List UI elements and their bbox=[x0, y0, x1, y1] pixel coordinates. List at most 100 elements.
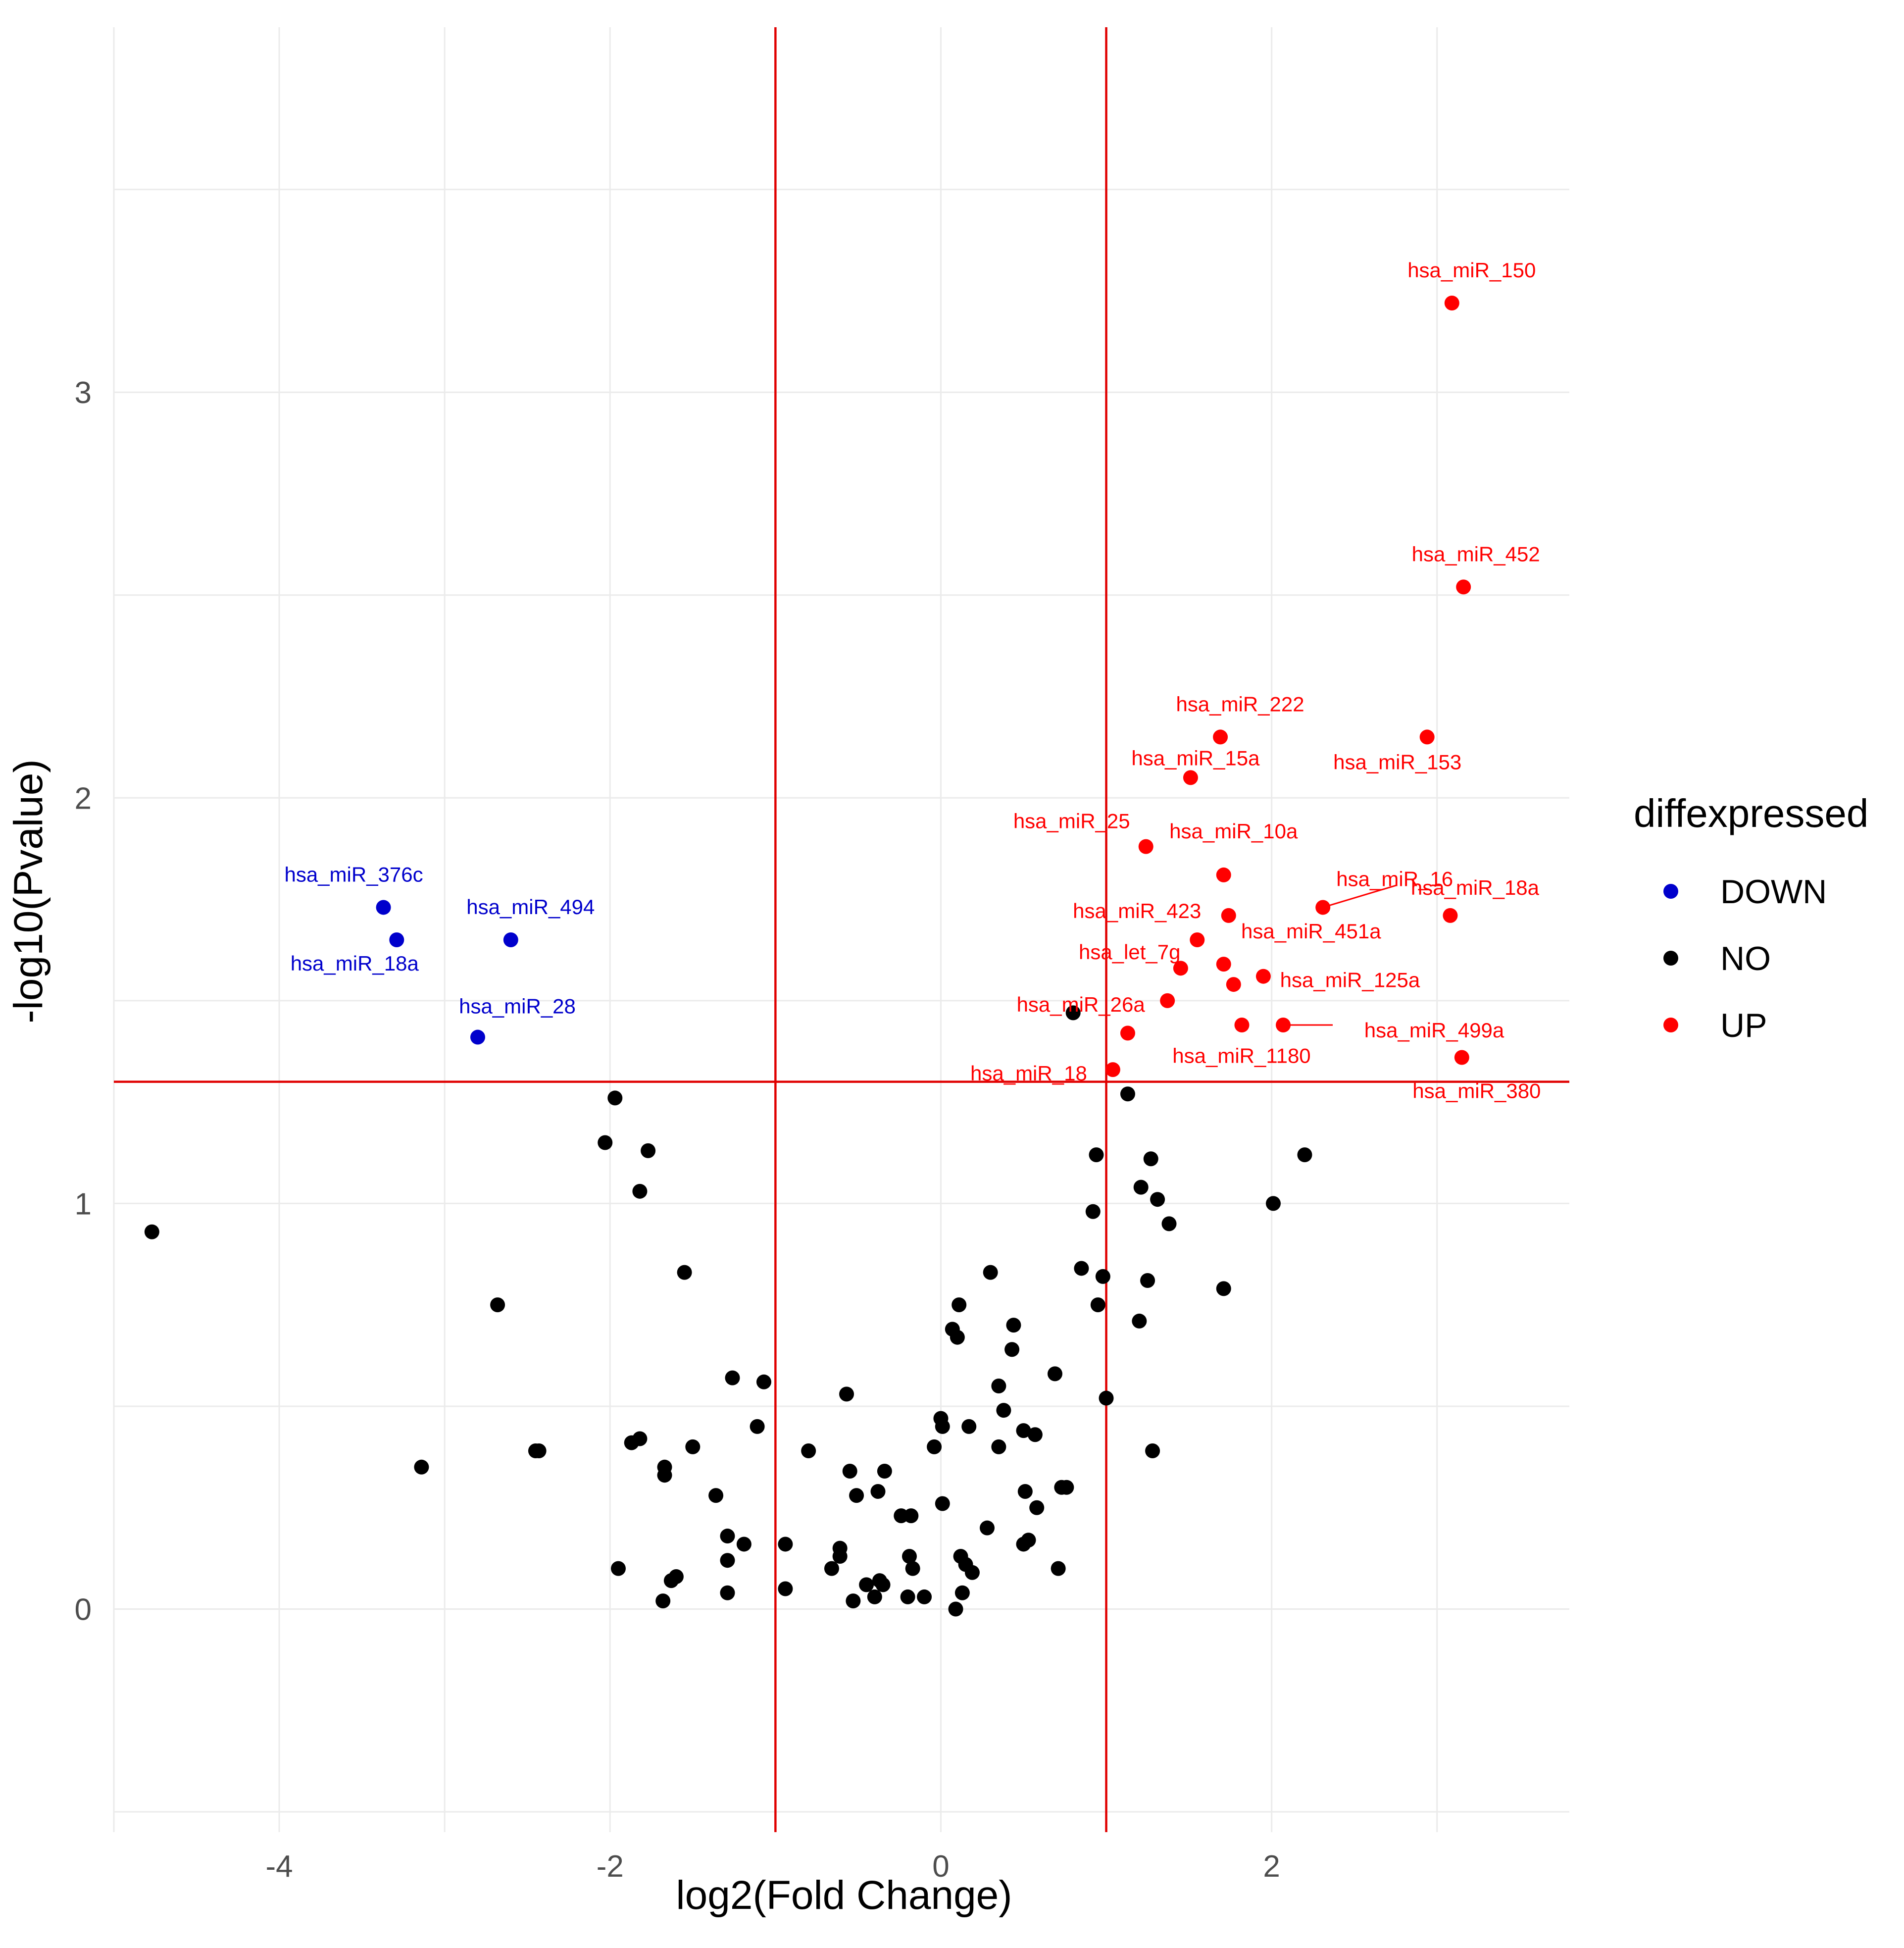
point-label-hsa-mir-222: hsa_miR_222 bbox=[1176, 692, 1304, 716]
data-points bbox=[144, 295, 1471, 1617]
point-no bbox=[900, 1589, 915, 1604]
point-no bbox=[528, 1443, 543, 1459]
y-tick-label: 2 bbox=[75, 781, 92, 816]
y-tick-label: 3 bbox=[75, 376, 92, 410]
point-up bbox=[1160, 993, 1175, 1008]
point-no bbox=[1004, 1342, 1020, 1357]
point-no bbox=[842, 1464, 857, 1479]
point-no bbox=[632, 1431, 648, 1446]
point-no bbox=[1095, 1269, 1110, 1284]
point-no bbox=[801, 1443, 816, 1459]
point-no bbox=[991, 1439, 1006, 1454]
point-up bbox=[1213, 729, 1228, 745]
x-tick-label: -4 bbox=[266, 1849, 293, 1884]
point-up bbox=[1444, 295, 1459, 310]
x-tick-label: -2 bbox=[597, 1849, 624, 1884]
y-axis-title: -log10(Pvalue) bbox=[6, 759, 51, 1023]
point-up bbox=[1216, 957, 1231, 972]
point-label-hsa-mir-376c: hsa_miR_376c bbox=[284, 863, 423, 886]
point-no bbox=[935, 1496, 950, 1511]
point-no bbox=[756, 1374, 771, 1389]
legend-label-no: NO bbox=[1720, 940, 1771, 977]
point-no bbox=[961, 1419, 977, 1434]
point-no bbox=[903, 1508, 919, 1524]
y-tick-label: 0 bbox=[75, 1592, 92, 1627]
point-no bbox=[927, 1439, 942, 1454]
legend-label-down: DOWN bbox=[1720, 873, 1827, 911]
point-no bbox=[1161, 1216, 1177, 1231]
point-no bbox=[1051, 1561, 1066, 1576]
y-tick-label: 1 bbox=[75, 1187, 92, 1221]
point-no bbox=[610, 1561, 626, 1576]
point-no bbox=[144, 1224, 159, 1239]
point-no bbox=[632, 1183, 648, 1199]
point-no bbox=[952, 1297, 967, 1313]
point-label-hsa-mir-125a: hsa_miR_125a bbox=[1280, 969, 1420, 992]
point-no bbox=[1120, 1086, 1135, 1102]
point-no bbox=[1099, 1390, 1114, 1406]
x-tick-label: 0 bbox=[932, 1849, 949, 1884]
point-up bbox=[1221, 908, 1236, 923]
point-no bbox=[1027, 1427, 1043, 1442]
point-no bbox=[1265, 1196, 1281, 1211]
x-tick-label: 2 bbox=[1263, 1849, 1280, 1884]
point-no bbox=[902, 1549, 917, 1564]
point-label-hsa-mir-499a: hsa_miR_499a bbox=[1364, 1019, 1504, 1042]
point-up bbox=[1105, 1062, 1120, 1077]
point-no bbox=[1297, 1147, 1312, 1163]
point-label-hsa-mir-494: hsa_miR_494 bbox=[466, 895, 595, 919]
point-labels: hsa_miR_376c hsa_miR_18a hsa_miR_494 hsa_mi… bbox=[284, 258, 1541, 1103]
point-no bbox=[655, 1593, 671, 1609]
point-label-hsa-mir-380: hsa_miR_380 bbox=[1412, 1079, 1541, 1103]
point-no bbox=[1090, 1297, 1105, 1313]
point-no bbox=[1085, 1204, 1101, 1219]
point-no bbox=[490, 1297, 505, 1313]
point-down bbox=[376, 900, 391, 915]
point-down bbox=[503, 932, 518, 947]
point-no bbox=[1074, 1261, 1089, 1276]
point-label-hsa-mir-18a: hsa_miR_18a bbox=[1411, 876, 1540, 899]
point-up bbox=[1226, 977, 1241, 992]
point-no bbox=[964, 1565, 980, 1580]
point-no bbox=[1059, 1480, 1074, 1495]
point-no bbox=[1021, 1533, 1036, 1548]
point-no bbox=[867, 1589, 882, 1604]
point-no bbox=[954, 1585, 970, 1600]
point-no bbox=[708, 1488, 724, 1503]
point-no bbox=[1006, 1318, 1021, 1333]
point-up bbox=[1120, 1025, 1135, 1041]
point-no bbox=[1216, 1281, 1231, 1296]
point-no bbox=[720, 1529, 735, 1544]
point-no bbox=[980, 1520, 995, 1536]
legend-label-up: UP bbox=[1720, 1007, 1767, 1044]
legend-entries: DOWN NO UP bbox=[1663, 873, 1827, 1044]
point-no bbox=[1016, 1423, 1031, 1438]
point-label-hsa-mir-28: hsa_miR_28 bbox=[459, 995, 576, 1018]
point-no bbox=[859, 1577, 874, 1592]
legend-key-down bbox=[1663, 884, 1678, 899]
point-no bbox=[1065, 1005, 1081, 1021]
point-up bbox=[1456, 579, 1471, 595]
point-no bbox=[725, 1370, 740, 1385]
point-label-hsa-mir-25: hsa_miR_25 bbox=[1013, 810, 1130, 833]
point-no bbox=[1145, 1443, 1160, 1459]
point-no bbox=[1047, 1366, 1062, 1382]
point-up bbox=[1190, 932, 1205, 947]
point-no bbox=[870, 1484, 886, 1499]
point-up bbox=[1173, 961, 1188, 976]
legend-title: diffexpressed bbox=[1634, 791, 1868, 835]
tick-labels: -4 -2 0 2 0 1 2 3 bbox=[75, 376, 1280, 1884]
point-label-hsa-mir-15a: hsa_miR_15a bbox=[1131, 746, 1260, 769]
point-no bbox=[750, 1419, 765, 1434]
point-label-hsa-mir-18: hsa_miR_18 bbox=[970, 1062, 1087, 1085]
grid-lines bbox=[113, 27, 1569, 1832]
point-label-hsa-mir-451a: hsa_miR_451a bbox=[1241, 920, 1381, 943]
point-no bbox=[414, 1459, 429, 1475]
point-no bbox=[832, 1540, 848, 1556]
x-axis-title: log2(Fold Change) bbox=[676, 1873, 1012, 1918]
point-no bbox=[839, 1386, 854, 1402]
point-label-hsa-mir-452: hsa_miR_452 bbox=[1412, 542, 1540, 565]
point-label-hsa-mir-18a: hsa_miR_18a bbox=[291, 952, 419, 975]
point-no bbox=[668, 1569, 684, 1584]
